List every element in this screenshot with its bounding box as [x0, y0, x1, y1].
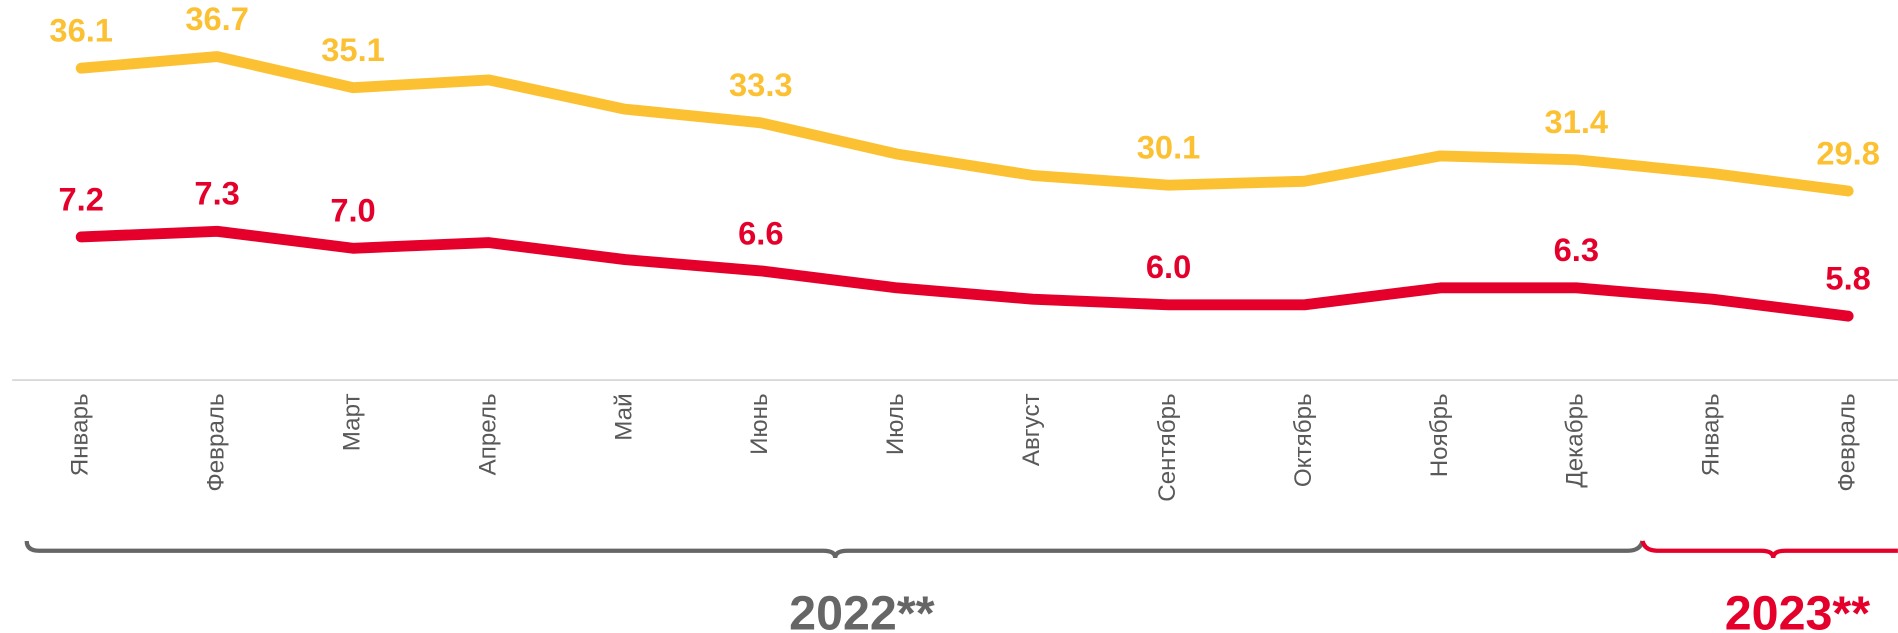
x-tick-label: Январь [1698, 393, 1725, 476]
data-label: 33.3 [729, 66, 793, 103]
x-tick-label: Октябрь [1290, 393, 1317, 487]
x-tick-label: Январь [67, 393, 94, 476]
data-label: 6.0 [1146, 248, 1191, 285]
x-tick-label: Апрель [474, 393, 501, 475]
data-label: 7.2 [58, 180, 103, 217]
x-tick-label: Июнь [746, 393, 773, 455]
group-label: 2023** [1725, 586, 1871, 633]
x-tick-label: Март [338, 393, 365, 451]
x-tick-label: Июль [882, 393, 909, 455]
bracket-2023 [1640, 540, 1898, 559]
bracket-2022 [24, 540, 1645, 559]
x-tick-label: Ноябрь [1426, 393, 1453, 477]
data-label: 7.0 [330, 192, 375, 229]
data-label: 7.3 [194, 175, 239, 212]
data-label: 6.3 [1554, 231, 1599, 268]
line [75, 51, 1854, 197]
x-tick-label: Февраль [203, 393, 230, 491]
data-label: 35.1 [321, 31, 385, 68]
data-label: 36.1 [49, 12, 113, 49]
data-label: 29.8 [1816, 134, 1880, 171]
line [75, 225, 1854, 322]
data-label: 30.1 [1137, 129, 1201, 166]
group-label: 2022** [789, 586, 935, 633]
data-label: 6.6 [738, 214, 783, 251]
x-tick-label: Декабрь [1562, 393, 1589, 487]
x-tick-label: Сентябрь [1154, 393, 1181, 501]
data-label: 36.7 [185, 0, 249, 37]
data-label: 31.4 [1545, 103, 1609, 140]
data-label: 5.8 [1825, 260, 1870, 297]
x-tick-label: Февраль [1834, 393, 1861, 491]
x-tick-label: Май [610, 393, 637, 440]
x-tick-label: Август [1018, 393, 1045, 466]
